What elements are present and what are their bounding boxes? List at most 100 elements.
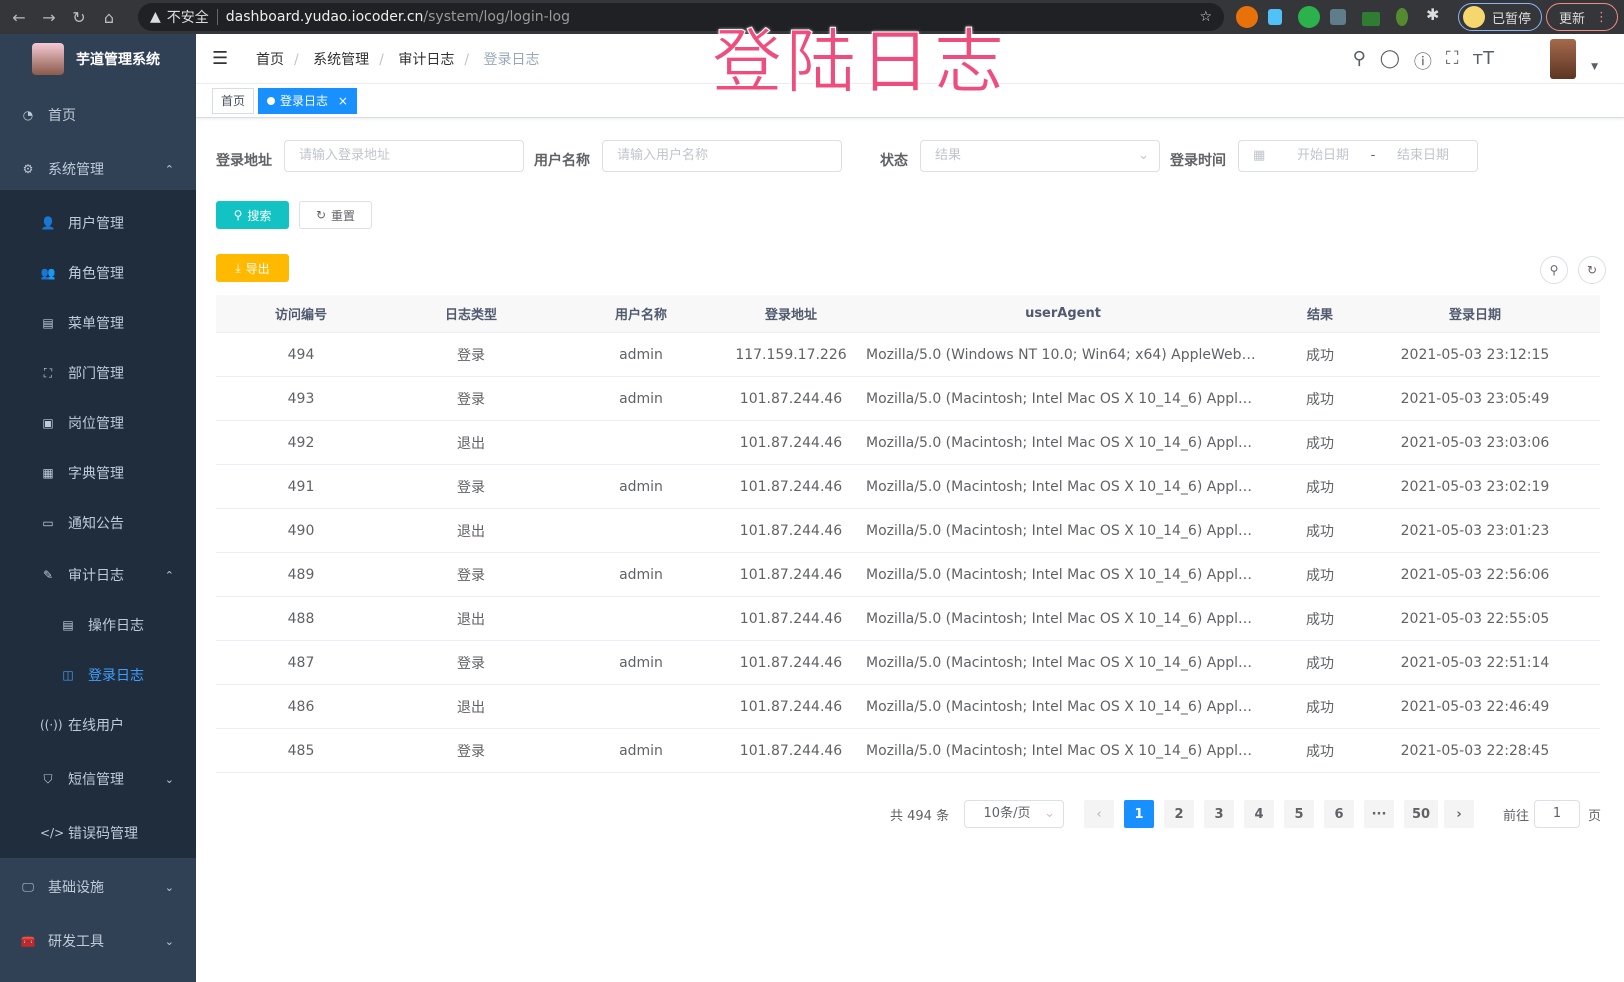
- toggle-search-icon[interactable]: ⚲: [1540, 256, 1568, 284]
- puzzle-icon[interactable]: ✱: [1426, 5, 1440, 24]
- table-cell: 101.87.244.46: [739, 566, 843, 583]
- sidebar-item[interactable]: ▦ 字典管理: [0, 448, 196, 498]
- page-button[interactable]: 50: [1404, 800, 1438, 828]
- page-button[interactable]: 5: [1284, 800, 1314, 828]
- extension-icon[interactable]: [1330, 9, 1346, 25]
- date-range-picker[interactable]: ▦ 开始日期 - 结束日期: [1238, 140, 1478, 172]
- sidebar-item[interactable]: ▤ 菜单管理: [0, 298, 196, 348]
- breadcrumb-item[interactable]: 首页: [256, 51, 284, 68]
- table-row[interactable]: 487 登录 admin 101.87.244.46 Mozilla/5.0 (Maci…: [216, 641, 1600, 685]
- table-row[interactable]: 492 退出 101.87.244.46 Mozilla/5.0 (Macintosh…: [216, 421, 1600, 465]
- github-icon[interactable]: ◯: [1379, 48, 1400, 69]
- sidebar-item[interactable]: ▤ 操作日志: [0, 600, 196, 650]
- page-button[interactable]: 3: [1204, 800, 1234, 828]
- sidebar-item[interactable]: ⛶ 部门管理: [0, 348, 196, 398]
- goto-page-input[interactable]: 1: [1534, 800, 1580, 828]
- sidebar-item-label: 基础设施: [48, 880, 104, 896]
- avatar[interactable]: [1550, 39, 1576, 79]
- address-bar[interactable]: ▲ 不安全 dashboard.yudao.iocoder.cn/system/…: [138, 3, 1224, 31]
- sidebar-item[interactable]: </> 错误码管理: [0, 808, 196, 858]
- table-cell: 登录: [457, 743, 485, 760]
- back-icon[interactable]: ←: [12, 7, 26, 27]
- sidebar-item[interactable]: ◫ 登录日志: [0, 650, 196, 700]
- sidebar-item[interactable]: ✎ 审计日志 ⌃: [0, 550, 196, 600]
- sidebar-item[interactable]: ⛉ 短信管理 ⌄: [0, 754, 196, 804]
- table-cell: 494: [287, 346, 315, 363]
- table-row[interactable]: 486 退出 101.87.244.46 Mozilla/5.0 (Macintosh…: [216, 685, 1600, 729]
- close-icon[interactable]: ×: [337, 94, 348, 108]
- username-input[interactable]: 请输入用户名称: [602, 140, 842, 172]
- page-size-select[interactable]: 10条/页 ⌄: [964, 800, 1064, 828]
- table-row[interactable]: 490 退出 101.87.244.46 Mozilla/5.0 (Macintosh…: [216, 509, 1600, 553]
- extension-icon[interactable]: [1236, 6, 1258, 28]
- bookmark-star-icon[interactable]: ☆: [1199, 9, 1212, 25]
- home-icon[interactable]: ⌂: [103, 7, 115, 27]
- table-cell: 101.87.244.46: [739, 522, 843, 539]
- sidebar-item[interactable]: 👤 用户管理: [0, 198, 196, 248]
- table-cell: 成功: [1306, 391, 1334, 408]
- ip-input[interactable]: 请输入登录地址: [284, 140, 524, 172]
- table-row[interactable]: 489 登录 admin 101.87.244.46 Mozilla/5.0 (Maci…: [216, 553, 1600, 597]
- page-button[interactable]: 2: [1164, 800, 1194, 828]
- caret-down-icon[interactable]: ▼: [1591, 62, 1598, 72]
- tag-current[interactable]: 登录日志 ×: [258, 88, 357, 114]
- sidebar-item[interactable]: ◔ 首页: [0, 90, 196, 140]
- page-button[interactable]: 4: [1244, 800, 1274, 828]
- more-pages-button[interactable]: ···: [1364, 800, 1394, 828]
- table-cell: 2021-05-03 22:28:45: [1400, 742, 1550, 759]
- font-size-icon[interactable]: ᴛT: [1472, 48, 1494, 69]
- table-cell: 2021-05-03 22:46:49: [1400, 698, 1550, 715]
- update-button[interactable]: 更新 ⋮: [1546, 3, 1618, 31]
- sidebar-item[interactable]: ((·)) 在线用户: [0, 700, 196, 750]
- log-icon: ✎: [42, 568, 54, 582]
- table-row[interactable]: 488 退出 101.87.244.46 Mozilla/5.0 (Macintosh…: [216, 597, 1600, 641]
- table-cell: 退出: [457, 523, 485, 540]
- message-icon: ▭: [42, 516, 54, 530]
- reset-button[interactable]: ↻ 重置: [299, 201, 372, 229]
- extension-icon[interactable]: [1268, 9, 1282, 25]
- search-icon[interactable]: ⚲: [1352, 48, 1366, 69]
- extension-icon[interactable]: [1362, 12, 1380, 26]
- help-icon[interactable]: ⓘ: [1413, 52, 1432, 73]
- end-date-input[interactable]: 结束日期: [1396, 148, 1449, 163]
- search-button[interactable]: ⚲ 搜索: [216, 201, 289, 229]
- sidebar-item[interactable]: ▣ 岗位管理: [0, 398, 196, 448]
- sidebar-item[interactable]: ▭ 通知公告: [0, 498, 196, 548]
- table-row[interactable]: 493 登录 admin 101.87.244.46 Mozilla/5.0 (Maci…: [216, 377, 1600, 421]
- sidebar-item[interactable]: 🧰 研发工具 ⌄: [0, 916, 196, 966]
- table-cell: 2021-05-03 22:56:06: [1400, 566, 1550, 583]
- extension-icon[interactable]: [1298, 6, 1320, 28]
- prev-page-button[interactable]: ‹: [1084, 800, 1114, 828]
- breadcrumb-item[interactable]: 系统管理: [313, 51, 370, 68]
- page-button[interactable]: 6: [1324, 800, 1354, 828]
- profile-button[interactable]: 已暂停: [1458, 3, 1542, 31]
- hamburger-icon[interactable]: ☰: [212, 48, 229, 69]
- export-button[interactable]: ⤓ 导出: [216, 254, 289, 282]
- table-cell: 492: [287, 434, 315, 451]
- page-button[interactable]: 1: [1124, 800, 1154, 828]
- table-row[interactable]: 485 登录 admin 101.87.244.46 Mozilla/5.0 (Maci…: [216, 729, 1600, 773]
- table-cell: 成功: [1306, 523, 1334, 540]
- sidebar-item[interactable]: 👥 角色管理: [0, 248, 196, 298]
- breadcrumb-item[interactable]: 审计日志: [398, 51, 455, 68]
- sidebar-item-label: 通知公告: [68, 516, 124, 532]
- next-page-button[interactable]: ›: [1444, 800, 1474, 828]
- shield-icon: ⛉: [43, 771, 53, 786]
- table-cell: 491: [287, 478, 315, 495]
- extension-icon[interactable]: [1396, 8, 1408, 26]
- refresh-icon[interactable]: ↻: [1578, 256, 1606, 284]
- table-row[interactable]: 494 登录 admin 117.159.17.226 Mozilla/5.0 (Win…: [216, 333, 1600, 377]
- fullscreen-icon[interactable]: ⛶: [1445, 48, 1459, 69]
- table-row[interactable]: 491 登录 admin 101.87.244.46 Mozilla/5.0 (Maci…: [216, 465, 1600, 509]
- status-select[interactable]: 结果 ⌄: [920, 140, 1160, 172]
- forward-icon[interactable]: →: [42, 7, 56, 27]
- submenu-background: [0, 190, 196, 858]
- menu-tree-icon: ▤: [42, 316, 54, 330]
- sidebar-item[interactable]: 🖵 基础设施 ⌄: [0, 862, 196, 912]
- reload-icon[interactable]: ↻: [72, 7, 86, 27]
- sidebar-item[interactable]: ⚙ 系统管理 ⌃: [0, 144, 196, 194]
- start-date-input[interactable]: 开始日期: [1296, 148, 1349, 163]
- tag-home[interactable]: 首页: [212, 88, 255, 114]
- table-cell: 成功: [1306, 743, 1334, 760]
- logo[interactable]: 芋道管理系统: [0, 34, 196, 84]
